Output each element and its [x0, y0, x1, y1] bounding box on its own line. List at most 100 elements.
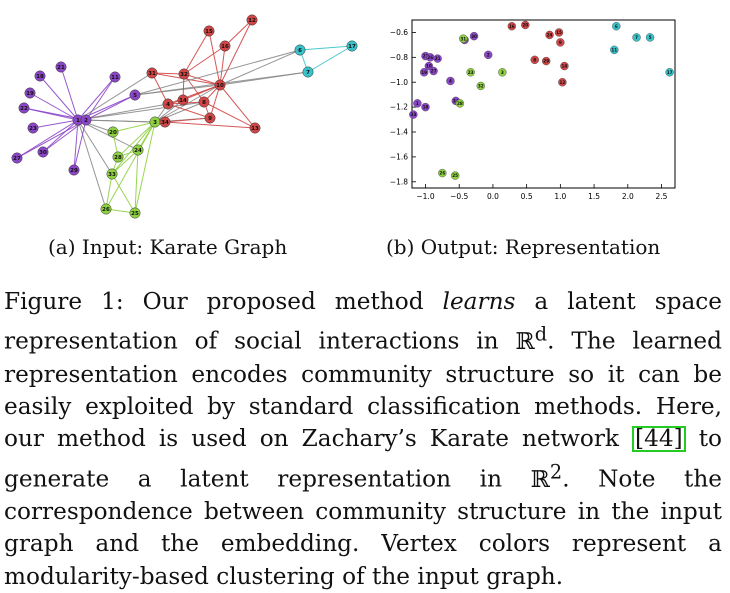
scatter-point-label: 26 — [439, 171, 445, 176]
graph-edge — [77, 119, 107, 210]
scatter-point-label: 28 — [457, 101, 463, 106]
graph-edge — [117, 121, 156, 158]
graph-node-label: 22 — [20, 106, 28, 112]
graph-node-label: 6 — [298, 48, 302, 54]
scatter-point-label: 11 — [611, 47, 617, 52]
graph-node-label: 29 — [70, 168, 78, 174]
graph-node-label: 26 — [102, 207, 110, 213]
graph-node-label: 23 — [29, 126, 37, 132]
x-tick-label: 0.0 — [487, 192, 499, 201]
scatter-point-23: 23 — [466, 68, 475, 77]
graph-node-2: 2 — [80, 114, 92, 126]
embedding-scatter-figure: −1.0 −0.5 0.0 0.5 1.0 1.5 2.0 2.5 −0.6 −0.8 −1.0 −1… — [390, 19, 676, 201]
graph-edge — [73, 119, 79, 171]
y-tick-label: −1.6 — [390, 152, 408, 161]
x-tick-label: 2.0 — [622, 192, 634, 201]
scatter-point-label: 23 — [468, 70, 474, 75]
scatter-point-label: 16 — [509, 24, 515, 29]
graph-node-32: 32 — [178, 68, 190, 80]
scatter-point-label: 3 — [501, 70, 504, 75]
graph-node-10: 10 — [214, 79, 226, 91]
graph-edge — [32, 119, 79, 129]
scatter-point-label: 27 — [431, 69, 437, 74]
y-tick-label: −0.6 — [390, 28, 408, 37]
scatter-point-5: 5 — [645, 33, 655, 42]
scatter-point-7: 7 — [632, 33, 641, 42]
graph-node-16: 16 — [219, 40, 231, 52]
scatter-point-label: 8 — [533, 57, 536, 62]
y-tick-label: −1.0 — [390, 78, 408, 87]
graph-edge — [183, 45, 226, 75]
axis-ticks: −1.0 −0.5 0.0 0.5 1.0 1.5 2.0 2.5 −0.6 −0.8 −1.0 −1… — [390, 28, 668, 201]
scatter-point-33: 33 — [409, 110, 418, 119]
graph-node-label: 30 — [39, 150, 47, 156]
scatter-point-6: 6 — [612, 22, 621, 31]
graph-edge — [16, 119, 79, 159]
graph-edge — [219, 84, 256, 129]
scatter-point-4: 4 — [446, 76, 455, 86]
scatter-point-label: 14 — [561, 64, 567, 69]
scatter-point-label: 26 — [427, 55, 433, 60]
x-tick-label: 1.5 — [588, 192, 600, 201]
graph-node-33: 33 — [106, 168, 118, 180]
scatter-point-label: 5 — [649, 35, 652, 40]
scatter-point-label: 2 — [487, 52, 490, 57]
graph-edge — [85, 94, 136, 121]
graph-edge — [77, 103, 169, 121]
y-tick-label: −1.4 — [390, 128, 408, 137]
graph-edge — [112, 121, 156, 133]
graph-node-7: 7 — [302, 66, 314, 78]
graph-edge — [224, 19, 253, 47]
graph-node-34: 34 — [159, 116, 171, 128]
scatter-point-8: 8 — [530, 55, 539, 65]
caption-text-1: Our proposed method — [123, 288, 443, 315]
graph-node-21: 21 — [55, 61, 67, 73]
graph-edge — [164, 121, 256, 129]
scatter-point-label: 20 — [522, 23, 528, 28]
graph-node-18: 18 — [34, 70, 46, 82]
graph-edge — [77, 72, 153, 121]
graph-edge — [111, 149, 139, 175]
scatter-point-31: 31 — [459, 34, 468, 43]
graph-node-9: 9 — [204, 112, 216, 124]
graph-edge — [167, 103, 211, 119]
graph-node-26: 26 — [100, 203, 112, 215]
graph-edge — [73, 119, 87, 171]
graph-node-27: 27 — [11, 152, 23, 164]
graph-edge — [307, 45, 353, 73]
x-tick-label: 1.0 — [554, 192, 566, 201]
scatter-point-16: 16 — [507, 22, 517, 31]
graph-node-8: 8 — [198, 96, 210, 108]
graph-node-25: 25 — [129, 207, 141, 219]
graph-edge — [219, 45, 226, 86]
math-r2: ℝ2 — [530, 459, 563, 493]
graph-node-19: 19 — [24, 87, 36, 99]
scatter-point-20: 20 — [521, 20, 530, 30]
math-rd: ℝd — [515, 322, 548, 356]
graph-node-3: 3 — [149, 116, 161, 128]
citation-link[interactable]: [44] — [632, 426, 686, 453]
graph-node-label: 11 — [111, 75, 119, 81]
graph-node-15: 15 — [203, 25, 215, 37]
scatter-point-label: 21 — [435, 56, 441, 61]
scatter-point-9: 9 — [556, 38, 565, 47]
graph-node-label: 1 — [76, 118, 80, 124]
graph-edge — [203, 101, 256, 129]
graph-edge — [209, 84, 221, 119]
graph-node-label: 28 — [114, 155, 122, 161]
scatter-point-2: 2 — [484, 50, 493, 60]
graph-edge — [60, 66, 79, 121]
caption-emphasis: learns — [442, 288, 516, 315]
graph-edge — [42, 119, 79, 153]
graph-node-6: 6 — [294, 44, 306, 56]
scatter-point-label: 33 — [410, 112, 416, 117]
scatter-point-label: 6 — [615, 24, 618, 29]
scatter-point-19: 19 — [419, 68, 429, 77]
graph-node-label: 4 — [166, 102, 170, 108]
graph-edge — [164, 117, 211, 123]
caption-label: Figure 1: — [4, 288, 124, 315]
graph-edge — [154, 84, 221, 123]
graph-node-28: 28 — [112, 151, 124, 163]
